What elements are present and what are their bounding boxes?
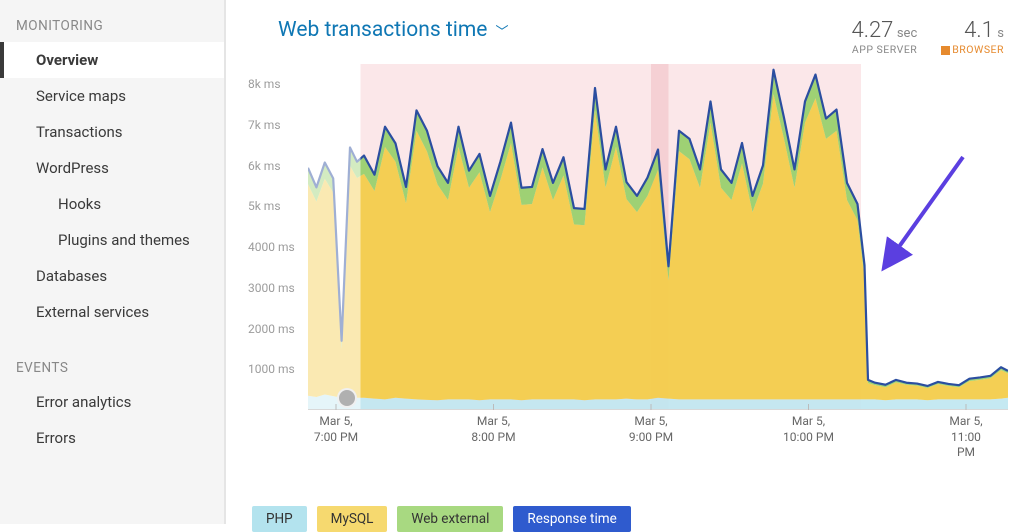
y-tick-label: 7k ms (248, 118, 281, 132)
event-marker-icon[interactable] (339, 390, 355, 406)
sidebar-item-overview[interactable]: Overview (0, 42, 224, 78)
section-title-monitoring: MONITORING (0, 6, 224, 42)
legend-webext[interactable]: Web external (397, 506, 503, 532)
main-panel: Web transactions time ﹀ 4.27 sec APP SER… (226, 0, 1024, 524)
legend-php[interactable]: PHP (252, 506, 307, 532)
metric-app-server: 4.27 sec APP SERVER (851, 18, 917, 56)
sidebar-item-hooks[interactable]: Hooks (0, 186, 224, 222)
browser-color-swatch (941, 46, 950, 55)
y-tick-label: 4000 ms (248, 240, 295, 254)
metric-app-server-unit: sec (897, 26, 917, 41)
x-tick-label: Mar 5,8:00 PM (471, 414, 515, 445)
x-tick-label: Mar 5,11:00 PM (945, 414, 987, 461)
section-title-events: EVENTS (0, 348, 224, 384)
x-tick-label: Mar 5,7:00 PM (314, 414, 358, 445)
legend: PHP MySQL Web external Response time (252, 506, 1004, 532)
sidebar-item-service-maps[interactable]: Service maps (0, 78, 224, 114)
metric-browser: 4.1 s BROWSER (941, 18, 1004, 56)
sidebar-item-transactions[interactable]: Transactions (0, 114, 224, 150)
header-metrics: 4.27 sec APP SERVER 4.1 s BROWSER (851, 18, 1004, 56)
sidebar-item-error-analytics[interactable]: Error analytics (0, 384, 224, 420)
x-tick-label: Mar 5,9:00 PM (629, 414, 673, 445)
y-tick-label: 5k ms (248, 199, 281, 213)
y-tick-label: 6k ms (248, 159, 281, 173)
y-tick-label: 2000 ms (248, 322, 295, 336)
legend-mysql[interactable]: MySQL (317, 506, 388, 532)
sidebar-item-wordpress[interactable]: WordPress (0, 150, 224, 186)
legend-response[interactable]: Response time (513, 506, 630, 532)
sidebar-item-external-services[interactable]: External services (0, 294, 224, 330)
chart-plot-area[interactable] (308, 64, 1008, 410)
chart-title-dropdown[interactable]: Web transactions time ﹀ (278, 18, 508, 42)
metric-browser-label: BROWSER (952, 43, 1004, 56)
x-tick-label: Mar 5,10:00 PM (783, 414, 834, 445)
metric-app-server-value: 4.27 (851, 18, 893, 43)
y-tick-label: 3000 ms (248, 281, 295, 295)
y-tick-label: 1000 ms (248, 362, 295, 376)
metric-browser-value: 4.1 (964, 18, 994, 43)
sidebar: MONITORING OverviewService mapsTransacti… (0, 0, 226, 524)
sidebar-item-errors[interactable]: Errors (0, 420, 224, 456)
header-row: Web transactions time ﹀ 4.27 sec APP SER… (242, 18, 1004, 56)
chevron-down-icon: ﹀ (495, 21, 508, 40)
y-tick-label: 8k ms (248, 77, 281, 91)
metric-browser-unit: s (997, 26, 1004, 41)
metric-app-server-label: APP SERVER (851, 43, 917, 56)
sidebar-item-databases[interactable]: Databases (0, 258, 224, 294)
x-axis: Mar 5,7:00 PM Mar 5,8:00 PM Mar 5,9:00 PM M… (308, 414, 1008, 454)
sidebar-item-plugins-and-themes[interactable]: Plugins and themes (0, 222, 224, 258)
chart: 1000 ms 2000 ms 3000 ms 4000 ms 5k ms 6k ms 7k… (242, 64, 1004, 454)
chart-title-text: Web transactions time (278, 18, 487, 42)
